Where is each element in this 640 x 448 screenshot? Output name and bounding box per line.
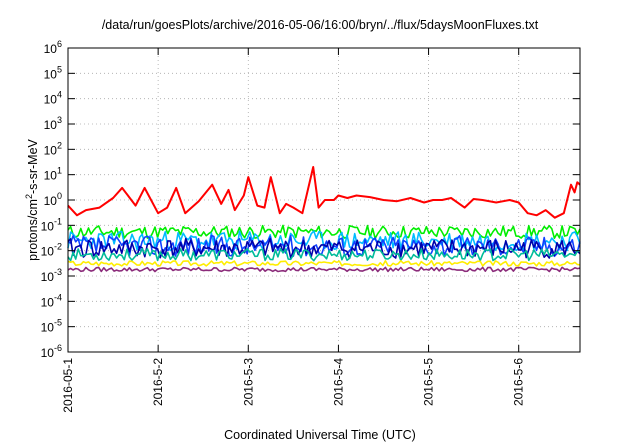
x-tick-label: 2016-05-1 [61, 358, 75, 413]
x-tick-label: 2016-5-6 [512, 358, 526, 406]
y-tick-label: 104 [44, 90, 62, 107]
plot-frame [67, 47, 581, 353]
series-line-7 [67, 266, 581, 273]
y-tick-label: 103 [44, 115, 62, 132]
y-tick-label: 10-2 [41, 242, 62, 259]
y-tick-label: 105 [44, 64, 62, 81]
series-line-0 [67, 166, 581, 219]
series-line-4 [67, 237, 581, 260]
y-tick-label: 10-5 [41, 318, 62, 335]
axes: 10-6 10-5 10-4 10-3 10-2 10-1 100 101 102 103 104 1… [41, 39, 581, 413]
x-tick-label: 2016-5-4 [331, 358, 345, 406]
x-axis-label: Coordinated Universal Time (UTC) [224, 428, 416, 442]
y-tick-label: 106 [44, 39, 62, 56]
y-axis-label: protons/cm2-s-sr-MeV [24, 138, 40, 260]
series-line-5 [67, 247, 581, 262]
y-tick-label: 10-1 [41, 216, 62, 233]
series-line-1 [67, 224, 581, 240]
y-tick-label: 10-4 [41, 292, 62, 309]
x-tick-label: 2016-5-5 [422, 358, 436, 406]
x-tick-label: 2016-5-2 [151, 358, 165, 406]
y-tick-label: 102 [44, 140, 62, 157]
y-tick-label: 10-6 [41, 343, 62, 360]
y-tick-label: 100 [44, 191, 62, 208]
series-line-6 [67, 260, 581, 267]
grid-lines [68, 48, 580, 352]
chart-title: /data/run/goesPlots/archive/2016-05-06/1… [101, 18, 539, 32]
y-tick-label: 101 [44, 166, 62, 183]
x-tick-label: 2016-5-3 [241, 358, 255, 406]
y-tick-label: 10-3 [41, 267, 62, 284]
series-lines [67, 166, 581, 273]
